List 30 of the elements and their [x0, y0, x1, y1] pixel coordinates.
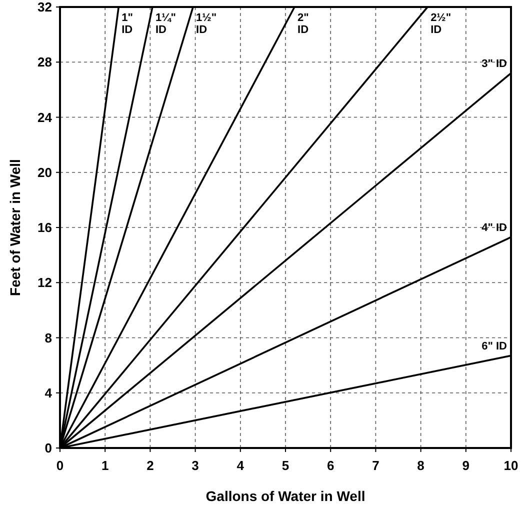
series-label: 3" ID: [482, 58, 508, 70]
x-tick-label: 7: [372, 458, 380, 473]
x-tick-label: 9: [462, 458, 470, 473]
y-tick-label: 32: [38, 0, 52, 15]
series-label: 6" ID: [482, 340, 508, 353]
series-label: 1½" ID: [196, 12, 217, 36]
y-tick-label: 8: [44, 330, 52, 346]
series-label: 2" ID: [298, 12, 309, 36]
y-tick-label: 0: [44, 440, 52, 456]
y-tick-label: 24: [38, 110, 53, 125]
series-label: 1" ID: [122, 12, 133, 36]
x-tick-label: 6: [326, 458, 334, 473]
x-tick-label: 5: [282, 458, 290, 473]
y-axis-title: Feet of Water in Well: [7, 159, 23, 296]
y-tick-label: 16: [38, 220, 52, 236]
y-tick-label: 4: [44, 385, 53, 400]
series-label: 4" ID: [482, 222, 508, 234]
x-tick-label: 1: [101, 458, 109, 473]
y-tick-label: 12: [38, 275, 52, 290]
series-label: 2½" ID: [430, 12, 452, 36]
x-tick-label: 8: [417, 458, 424, 473]
x-axis-title: Gallons of Water in Well: [206, 488, 366, 504]
x-tick-label: 3: [192, 458, 199, 473]
x-tick-label: 10: [504, 458, 518, 473]
y-tick-label: 20: [38, 164, 52, 180]
series-label: 1¼" ID: [155, 12, 176, 36]
x-tick-label: 0: [56, 458, 64, 473]
y-tick-label: 28: [38, 54, 52, 70]
x-tick-label: 4: [236, 458, 245, 473]
x-tick-label: 2: [146, 458, 154, 473]
